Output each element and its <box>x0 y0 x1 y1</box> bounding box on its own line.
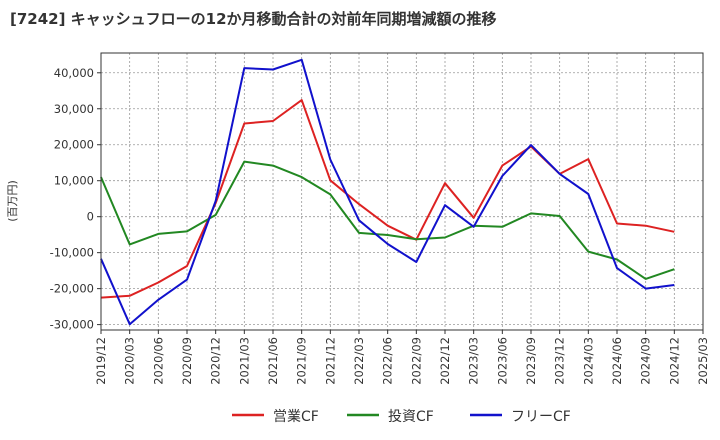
y-axis-label: (百万円) <box>6 180 19 222</box>
x-tick-label: 2023/03 <box>467 337 481 385</box>
x-tick-label: 2022/03 <box>352 337 366 385</box>
plot-frame <box>100 52 704 331</box>
y-tick-label: -10,000 <box>50 246 94 260</box>
legend-label: 投資CF <box>388 409 434 425</box>
data-series <box>100 58 675 326</box>
y-tick-label: 40,000 <box>54 66 94 80</box>
x-axis-ticks: 2019/12 2020/03 2020/06 2020/09 2020/12 2021/… <box>94 330 710 385</box>
y-axis-ticks: -30,000 -20,000 -10,000 0 10,000 20,000 30,000… <box>50 66 101 332</box>
x-tick-label: 2020/12 <box>209 337 223 385</box>
y-tick-label: 30,000 <box>54 102 94 116</box>
x-tick-label: 2023/06 <box>495 337 509 385</box>
x-tick-label: 2022/06 <box>381 337 395 385</box>
x-tick-label: 2025/03 <box>696 337 710 385</box>
x-tick-label: 2020/09 <box>180 337 194 385</box>
y-tick-label: -20,000 <box>50 282 94 296</box>
x-tick-label: 2023/12 <box>553 337 567 385</box>
x-tick-label: 2024/09 <box>639 337 653 385</box>
x-tick-label: 2023/09 <box>524 337 538 385</box>
y-tick-label: 20,000 <box>54 138 94 152</box>
x-tick-label: 2020/06 <box>151 337 165 385</box>
x-tick-label: 2024/12 <box>667 337 681 385</box>
x-tick-label: 2022/09 <box>409 337 423 385</box>
x-tick-label: 2021/03 <box>237 337 251 385</box>
x-tick-label: 2024/06 <box>610 337 624 385</box>
x-tick-label: 2021/12 <box>323 337 337 385</box>
x-tick-label: 2019/12 <box>94 337 108 385</box>
legend-label: フリーCF <box>511 409 571 425</box>
y-tick-label: 0 <box>87 210 94 224</box>
legend: 営業CF 投資CF フリーCF <box>232 409 571 425</box>
chart-title: [7242] キャッシュフローの12か月移動合計の対前年同期増減額の推移 <box>10 10 497 28</box>
series-line <box>100 99 675 299</box>
series-line <box>100 160 675 280</box>
y-tick-label: -30,000 <box>50 318 94 332</box>
grid-lines <box>101 53 703 330</box>
series-line <box>100 58 675 326</box>
x-tick-label: 2021/09 <box>295 337 309 385</box>
x-tick-label: 2024/03 <box>581 337 595 385</box>
y-tick-label: 10,000 <box>54 174 94 188</box>
x-tick-label: 2021/06 <box>266 337 280 385</box>
x-tick-label: 2020/03 <box>123 337 137 385</box>
x-tick-label: 2022/12 <box>438 337 452 385</box>
legend-label: 営業CF <box>273 409 319 425</box>
